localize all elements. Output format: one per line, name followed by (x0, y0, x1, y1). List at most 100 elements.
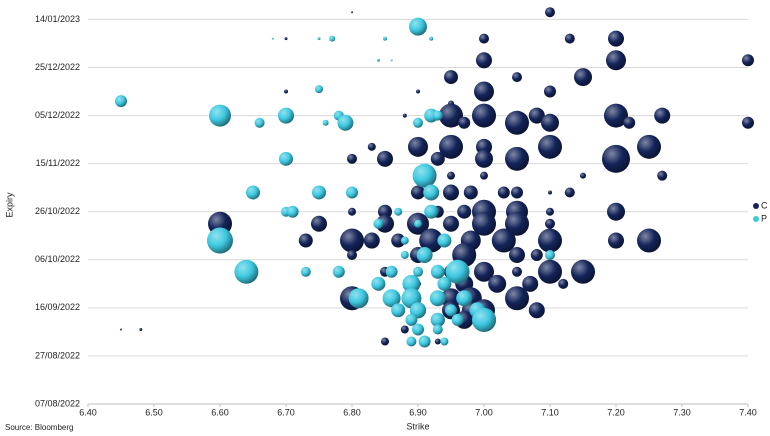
bubble (475, 149, 493, 168)
bubble (607, 202, 625, 221)
bubble (412, 163, 437, 188)
bubble (409, 17, 427, 36)
bubble (654, 107, 671, 124)
y-tick-label: 15/11/2022 (36, 158, 80, 168)
bubble (472, 103, 496, 128)
bubble (623, 116, 636, 129)
bubble (424, 204, 439, 219)
bubble (497, 186, 510, 199)
bubble (530, 248, 543, 261)
bubble (432, 110, 443, 121)
bubble (413, 117, 423, 128)
y-axis-title: Expiry (4, 192, 14, 218)
bubble (439, 134, 463, 159)
bubble (509, 246, 525, 263)
bubble (564, 33, 575, 44)
bubble (373, 218, 384, 229)
bubble (437, 276, 452, 291)
bubble (381, 337, 389, 346)
bubble (207, 227, 233, 254)
bubble (480, 171, 488, 180)
bubble (505, 110, 529, 135)
bubble (351, 11, 353, 14)
bubble (385, 265, 398, 278)
bubble (580, 172, 586, 179)
bubble (451, 313, 464, 326)
x-tick-label: 6.90 (409, 407, 427, 417)
bubble (564, 187, 575, 198)
bubble (606, 50, 626, 71)
bubble (742, 54, 754, 67)
bubble (637, 134, 661, 159)
bubble (254, 117, 265, 128)
x-tick-label: 6.60 (211, 407, 229, 417)
bubble (405, 313, 418, 326)
bubble (419, 228, 444, 253)
bubble (545, 249, 555, 260)
bubble (394, 207, 403, 216)
bubble (511, 186, 523, 199)
bubble (402, 113, 407, 118)
bubble (410, 302, 426, 319)
bubble (315, 85, 323, 94)
bubble (413, 266, 423, 277)
bubble (432, 324, 443, 335)
source-note: Source: Bloomberg (5, 423, 73, 432)
bubble (512, 266, 522, 277)
bubble (430, 312, 445, 327)
bubble (391, 233, 406, 248)
bubble (538, 259, 562, 284)
bubble (391, 303, 406, 318)
bubble (608, 232, 624, 249)
bubble (346, 186, 358, 199)
bubble (474, 81, 494, 102)
bubble (440, 337, 449, 346)
bubble (545, 218, 555, 229)
x-tick-label: 6.40 (79, 407, 97, 417)
bubble (312, 185, 326, 200)
bubble (463, 185, 478, 200)
bubble (472, 211, 496, 236)
bubble (505, 211, 529, 236)
bubble (558, 278, 569, 289)
bubble (458, 116, 471, 129)
bubble (474, 261, 494, 282)
bubble (400, 325, 409, 334)
y-tick-label: 27/08/2022 (35, 350, 80, 360)
bubble (414, 219, 422, 228)
bubble (311, 215, 327, 232)
x-tick-label: 7.20 (607, 407, 625, 417)
bubble (430, 151, 445, 166)
bubble (317, 37, 321, 41)
bubble (284, 37, 288, 41)
bubble (445, 304, 457, 317)
bubble (429, 36, 434, 41)
bubble (574, 68, 592, 87)
bubble (637, 228, 661, 253)
bubble (538, 228, 562, 253)
bubble (544, 85, 556, 98)
bubble (246, 185, 260, 200)
bubble (416, 246, 433, 263)
bubble (429, 290, 446, 307)
bubble (456, 290, 473, 307)
bubble (488, 274, 507, 293)
bubble (367, 142, 376, 151)
bubble (541, 113, 559, 132)
y-tick-label: 05/12/2022 (35, 110, 80, 120)
bubble (604, 103, 628, 128)
bubble (657, 170, 668, 181)
bubble (548, 190, 552, 195)
x-tick-label: 7.10 (541, 407, 559, 417)
bubble (430, 264, 445, 279)
bubble (457, 204, 472, 219)
bubble (742, 116, 754, 129)
bubble (300, 266, 311, 277)
bubble (278, 107, 294, 124)
y-tick-label: 26/10/2022 (35, 206, 80, 216)
bubble (298, 233, 313, 248)
bubble (284, 89, 288, 94)
bubble (390, 59, 393, 62)
bubble (402, 274, 421, 293)
legend-label: C (761, 200, 768, 210)
